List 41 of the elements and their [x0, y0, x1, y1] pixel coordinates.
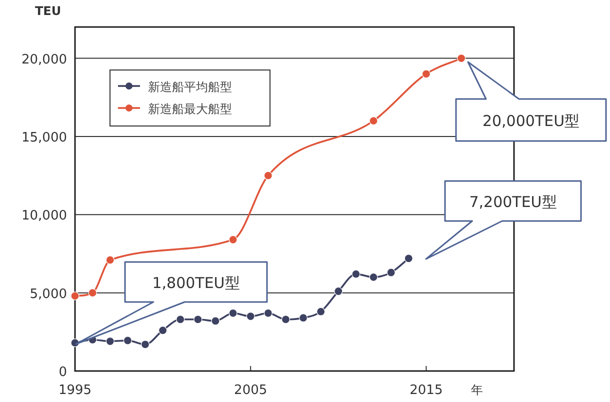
point: [316, 307, 326, 316]
legend-label: 新造船最大船型: [148, 102, 232, 116]
point: [404, 254, 413, 263]
point: [228, 235, 238, 244]
legend-label: 新造船平均船型: [148, 80, 232, 94]
point: [211, 316, 220, 326]
point: [176, 315, 185, 324]
x-tick-label: 1995: [58, 383, 92, 398]
x-tick-label: 2005: [234, 383, 268, 398]
y-tick-label: 5,000: [30, 286, 67, 302]
point: [70, 292, 80, 300]
annotation: 7,200TEU型: [469, 193, 557, 211]
point: [457, 54, 466, 63]
x-tick-label: 2015: [410, 383, 443, 398]
point: [106, 256, 114, 264]
y-axis-title: TEU: [35, 4, 62, 18]
point: [369, 272, 378, 282]
point: [246, 312, 255, 321]
y-tick-label: 0: [58, 365, 67, 380]
point: [298, 314, 308, 322]
point: [352, 270, 360, 278]
annotation: 1,800TEU型: [152, 274, 240, 292]
point: [369, 116, 378, 126]
point: [88, 288, 97, 298]
point: [194, 315, 202, 324]
point: [264, 308, 272, 318]
point: [422, 70, 430, 78]
y-tick-label: 15,000: [22, 130, 67, 146]
point: [386, 268, 396, 277]
point: [281, 315, 290, 324]
point: [140, 340, 150, 349]
point: [228, 308, 238, 318]
annotation: 20,000TEU型: [482, 112, 580, 130]
point: [334, 286, 343, 296]
y-tick-label: 10,000: [22, 208, 67, 224]
point: [158, 326, 168, 335]
point: [264, 171, 272, 180]
x-axis-title: 年: [471, 383, 484, 397]
point: [106, 336, 114, 346]
y-tick-label: 20,000: [22, 52, 67, 68]
point: [123, 336, 132, 345]
